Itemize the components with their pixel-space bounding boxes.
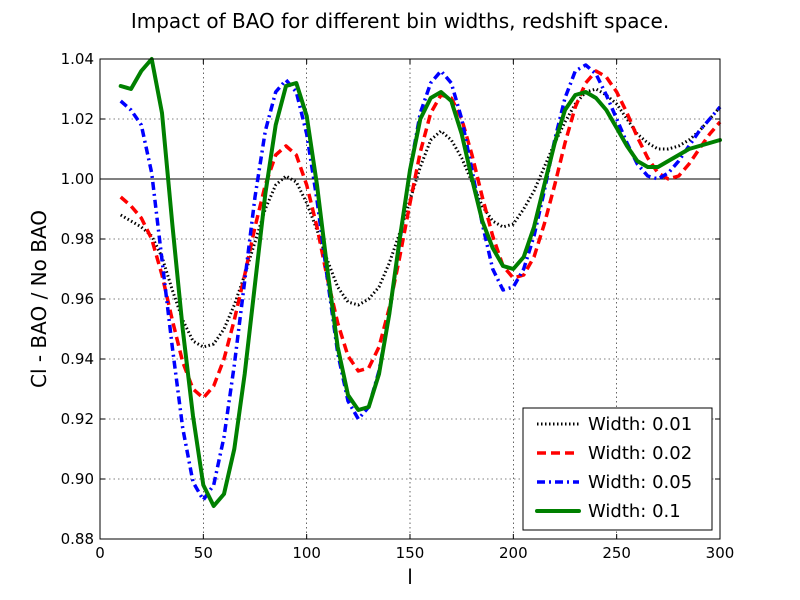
series-line-2 (119, 69, 722, 400)
chart-title: Impact of BAO for different bin widths, … (131, 9, 669, 33)
ticks: 0 50 100 150 200 250 300 0.88 0.90 0.92 0.94 0.96 0.… (61, 50, 735, 562)
legend-label-3: Width: 0.05 (588, 472, 692, 493)
legend-label-4: Width: 0.1 (588, 501, 681, 522)
x-tick-label: 100 (292, 544, 321, 562)
y-tick-label: 0.90 (61, 470, 94, 488)
x-axis-label: l (407, 565, 413, 589)
x-tick-label: 300 (706, 544, 735, 562)
legend-label-1: Width: 0.01 (588, 414, 692, 435)
series-line-4 (118, 57, 722, 508)
y-tick-label: 0.98 (61, 230, 94, 248)
x-tick-label: 250 (602, 544, 631, 562)
y-tick-label: 0.88 (61, 530, 94, 548)
y-tick-label: 1.04 (61, 50, 94, 68)
y-axis-label: Cl - BAO / No BAO (27, 210, 51, 388)
y-tick-label: 0.92 (61, 410, 94, 428)
legend-label-2: Width: 0.02 (588, 443, 692, 464)
x-tick-label: 0 (95, 544, 105, 562)
y-tick-label: 0.94 (61, 350, 94, 368)
y-tick-label: 0.96 (61, 290, 94, 308)
x-tick-label: 150 (396, 544, 425, 562)
x-tick-label: 50 (194, 544, 213, 562)
y-tick-label: 1.00 (61, 170, 94, 188)
y-tick-label: 1.02 (61, 110, 94, 128)
legend: Width: 0.01 Width: 0.02 Width: 0.05 Width: … (522, 407, 713, 531)
series-layer (118, 57, 722, 508)
x-tick-label: 200 (499, 544, 528, 562)
series-line-3 (119, 63, 722, 502)
